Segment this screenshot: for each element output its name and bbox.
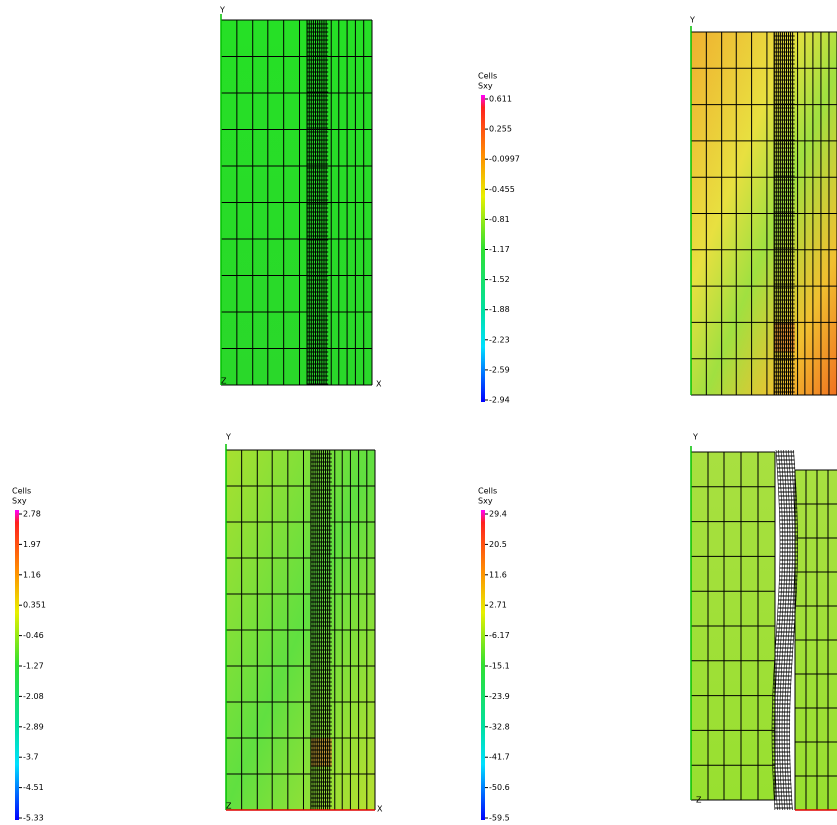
colorbar [481, 510, 485, 820]
colorbar-tick-label: 0.611 [489, 95, 512, 104]
colorbar-tick-label: -2.94 [489, 396, 510, 405]
axis-label: Y [692, 433, 698, 442]
colorbar-tick-label: -0.0997 [489, 155, 520, 164]
mesh-band [774, 449, 783, 811]
mesh-band [779, 449, 788, 811]
colorbar-tick-label: -5.33 [23, 814, 44, 823]
mesh [690, 26, 837, 396]
colorbar-title: Cells [12, 487, 31, 496]
colorbar-tick-label: 2.78 [23, 510, 41, 519]
colorbar-tick-label: 29.4 [489, 510, 507, 519]
colorbar-tick-label: 20.5 [489, 540, 507, 549]
axis-label: X [376, 380, 382, 389]
mesh-band [789, 449, 798, 811]
mesh [220, 14, 373, 386]
mesh-band [784, 449, 793, 811]
colorbar-tick-label: 0.351 [23, 601, 46, 610]
colorbar-tick-label: -32.8 [489, 722, 510, 731]
colorbar-tick-label: -2.23 [489, 335, 510, 344]
colorbar-tick-label: -2.59 [489, 365, 510, 374]
colorbar-title: Cells [478, 72, 497, 81]
colorbar-tick-label: -1.27 [23, 662, 44, 671]
colorbar-tick-label: 1.16 [23, 570, 41, 579]
mesh-band [786, 449, 796, 811]
colorbar [15, 510, 19, 820]
axis-label: Y [219, 6, 225, 15]
mesh-band [781, 449, 791, 811]
axis-label: Y [225, 433, 231, 442]
mesh [225, 444, 376, 811]
colorbar-tick-label: -1.52 [489, 275, 510, 284]
colorbar [481, 95, 485, 402]
colorbar-tick-label: -3.7 [23, 753, 39, 762]
colorbar-tick-label: -0.81 [489, 215, 510, 224]
colorbar-tick-label: -4.51 [23, 783, 44, 792]
axis-label: Z [226, 802, 232, 811]
colorbar-tick-label: -1.17 [489, 245, 510, 254]
mesh-band [771, 449, 781, 811]
colorbar-tick-label: -50.6 [489, 783, 510, 792]
axis-label: Y [689, 16, 695, 25]
colorbar-tick-label: 1.97 [23, 540, 41, 549]
mesh-band [776, 449, 786, 811]
colorbar-tick-label: -41.7 [489, 753, 510, 762]
colorbar-tick-label: -59.5 [489, 814, 510, 823]
axis-label: Z [696, 796, 702, 805]
colorbar-tick-label: -0.455 [489, 185, 515, 194]
axis-label: Z [221, 377, 227, 386]
colorbar-tick-label: -23.9 [489, 692, 510, 701]
colorbar-tick-label: -15.1 [489, 662, 510, 671]
colorbar-tick-label: -6.17 [489, 631, 510, 640]
mesh [690, 446, 837, 811]
colorbar-tick-label: -0.46 [23, 631, 44, 640]
colorbar-tick-label: 0.255 [489, 125, 512, 134]
colorbar-tick-label: 2.71 [489, 601, 507, 610]
axis-label: X [377, 805, 383, 814]
colorbar-variable: Sxy [478, 82, 493, 91]
colorbar-title: Cells [478, 487, 497, 496]
colorbar-tick-label: -1.88 [489, 305, 510, 314]
colorbar-variable: Sxy [12, 497, 27, 506]
colorbar-tick-label: 11.6 [489, 570, 507, 579]
colorbar-variable: Sxy [478, 497, 493, 506]
colorbar-tick-label: -2.08 [23, 692, 44, 701]
colorbar-tick-label: -2.89 [23, 722, 44, 731]
